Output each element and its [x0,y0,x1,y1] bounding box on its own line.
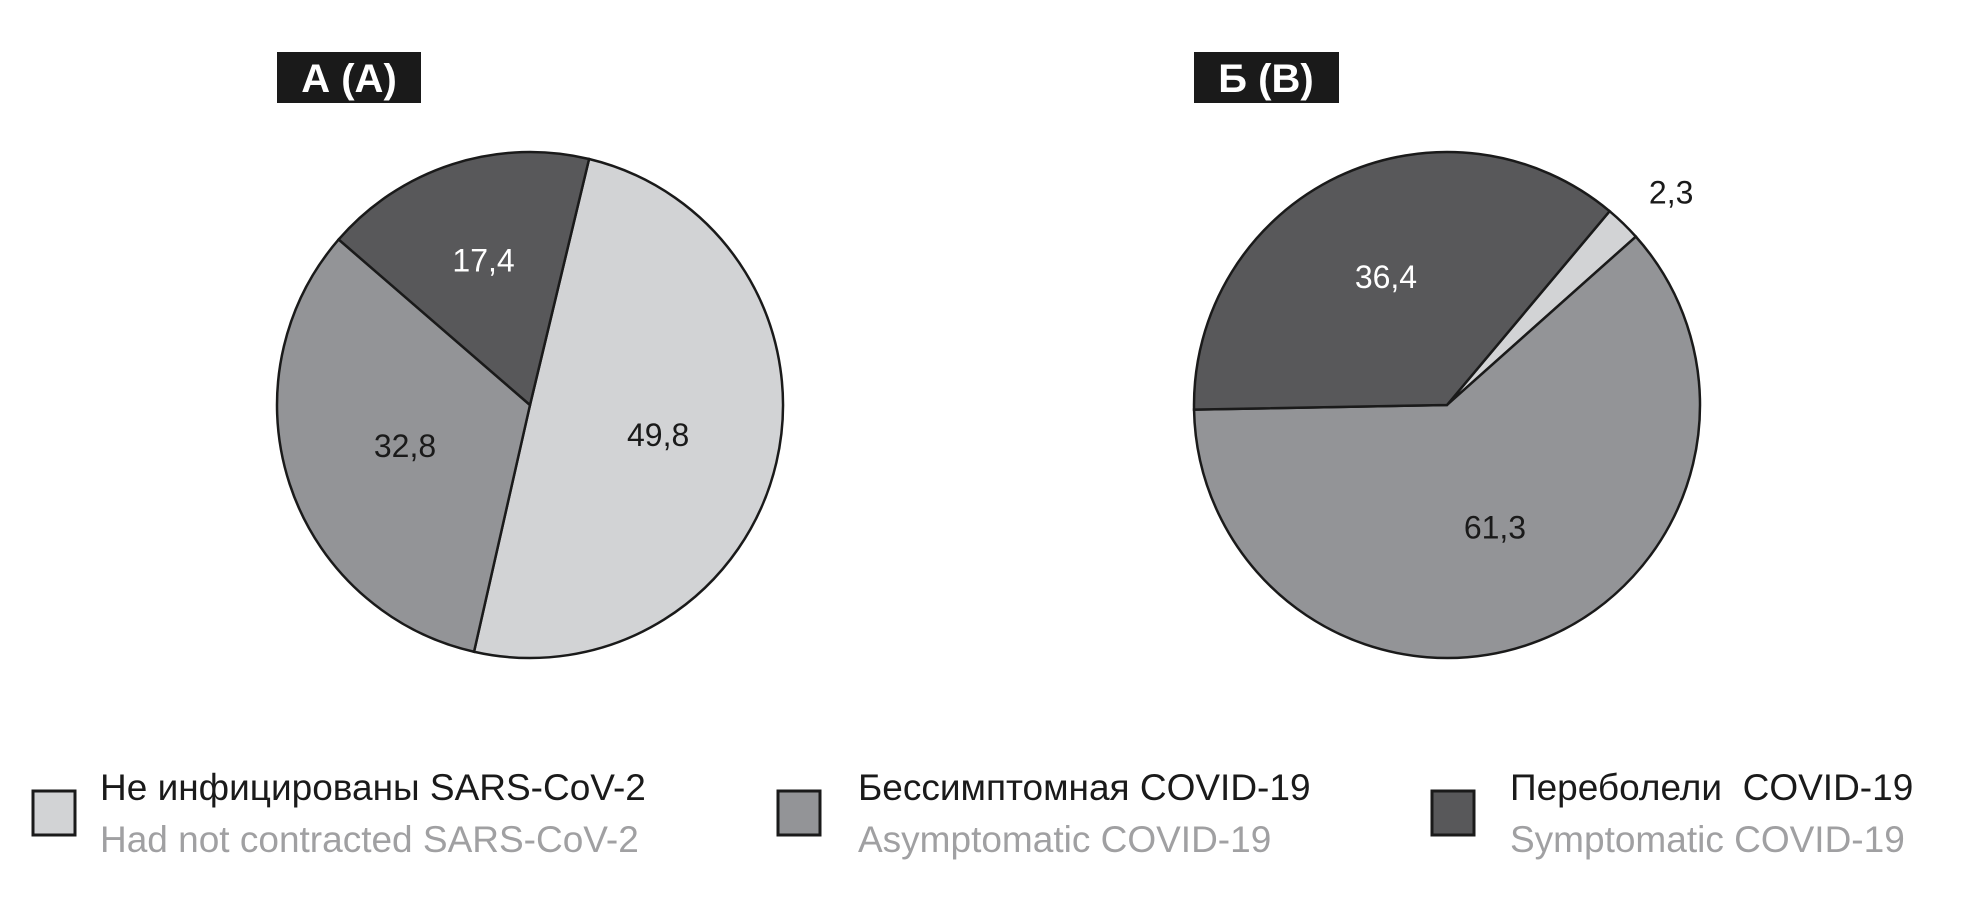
legend-label-en-symptomatic: Symptomatic COVID-19 [1510,819,1905,860]
legend-label-ru-asymptomatic: Бессимптомная COVID-19 [858,767,1311,808]
legend-swatch-not-infected [31,789,77,837]
legend-swatch-symptomatic [1430,789,1476,837]
pie-b-label-not-infected: 2,3 [1649,175,1693,211]
legend-item-symptomatic: Переболели COVID-19 Symptomatic COVID-19 [1430,767,1913,860]
pie-a-label-asymptomatic: 32,8 [374,428,436,464]
panel-b-title: Б (B) [1218,57,1313,101]
pie-b-slice-asymptomatic [1192,234,1702,660]
legend-label-ru-not-infected: Не инфицированы SARS-CoV-2 [100,767,646,808]
pie-a-slice-symptomatic [336,150,591,408]
legend-label-en-not-infected: Had not contracted SARS-CoV-2 [100,819,639,860]
panel-b-title-box [1194,52,1339,103]
pie-a-slice-asymptomatic [275,237,532,654]
pie-a-slice-not-infected [472,157,785,660]
pie-chart-b: Б (B) 2,3 61,3 36,4 [1192,52,1702,660]
legend-label-ru-symptomatic: Переболели COVID-19 [1510,767,1913,808]
legend-label-en-asymptomatic: Asymptomatic COVID-19 [858,819,1271,860]
legend: Не инфицированы SARS-CoV-2 Had not contr… [31,767,1913,860]
pie-a-slices [275,150,785,660]
pie-a-labels: 49,8 32,8 17,4 [374,242,689,464]
legend-item-asymptomatic: Бессимптомная COVID-19 Asymptomatic COVI… [776,767,1311,860]
panel-a-title-box [277,52,421,103]
pie-b-slice-symptomatic [1192,150,1612,411]
legend-item-not-infected: Не инфицированы SARS-CoV-2 Had not contr… [31,767,646,860]
pie-b-label-asymptomatic: 61,3 [1464,510,1526,546]
panel-a-title: А (A) [301,57,397,101]
legend-swatch-asymptomatic [776,789,822,837]
pie-a-label-not-infected: 49,8 [627,417,689,453]
pie-b-slices [1192,150,1702,660]
pie-a-label-symptomatic: 17,4 [452,242,514,278]
pie-chart-a: А (A) 49,8 32,8 17,4 [275,52,785,660]
pie-b-label-symptomatic: 36,4 [1355,259,1417,295]
pie-b-labels: 2,3 61,3 36,4 [1355,175,1694,546]
